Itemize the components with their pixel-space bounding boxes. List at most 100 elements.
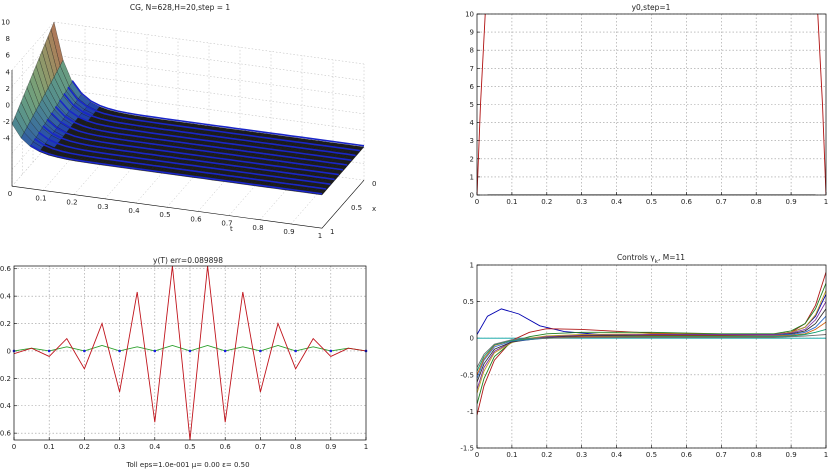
x-tick-label: 0.3 [114, 443, 125, 451]
series-line-1 [14, 266, 366, 440]
x-tick-label: 0.4 [149, 443, 161, 451]
y-tick-label: 5 [470, 101, 474, 109]
y-tick-label: 0.4 [0, 293, 12, 301]
x-tick-label: 0.6 [220, 443, 232, 451]
y0-title: y0,step=1 [632, 3, 671, 12]
x-tick-label: 0.5 [646, 198, 657, 206]
x-tick-label: 0.5 [646, 451, 657, 459]
x-tick-label: 0.4 [128, 207, 140, 215]
x-tick-label: 0.9 [786, 451, 797, 459]
surface-ylabel: x [372, 205, 376, 213]
surface-plot-area: -4-2024681000.10.20.30.40.50.60.70.80.91… [1, 19, 376, 241]
controls-title: Controls γk, M=11 [617, 253, 685, 265]
x-tick-label: 0 [8, 190, 12, 198]
x-tick-label: 1 [364, 443, 368, 451]
panel-surface3d: CG, N=628,H=20,step = 1 -4-2024681000.10… [1, 3, 376, 240]
y-tick-label: 0 [372, 180, 376, 188]
data-point-marker [259, 349, 262, 353]
yT-caption: Toll eps=1.0e-001 μ= 0.00 ε= 0.50 [125, 461, 249, 469]
x-tick-label: 0 [475, 451, 479, 459]
x-tick-label: 0.8 [751, 451, 762, 459]
yT-title: y(T) err=0.089898 [153, 256, 223, 265]
x-tick-label: 0.9 [325, 443, 336, 451]
y-tick-label: -1.5 [460, 445, 474, 453]
y-tick-label: 1 [470, 173, 474, 181]
x-tick-label: 0.5 [159, 211, 170, 219]
x-tick-label: 0.5 [184, 443, 195, 451]
plot-frame [13, 265, 367, 441]
x-tick-label: 0.6 [681, 451, 693, 459]
x-tick-label: 0.6 [681, 198, 693, 206]
series-line-6 [477, 308, 826, 383]
plot-frame [476, 13, 827, 196]
x-tick-label: 0.3 [576, 451, 587, 459]
y-tick-label: 0 [7, 347, 11, 355]
surface-ridge-line [29, 144, 323, 195]
surface-ridge-line [33, 138, 327, 190]
surface-ridge-line [54, 105, 348, 166]
y-tick-label: 8 [470, 47, 474, 55]
x-tick-label: 0.4 [611, 451, 623, 459]
surface-ridge-line [38, 131, 331, 185]
y-tick-label: 0 [470, 335, 474, 343]
y-tick-label: 6 [470, 83, 475, 91]
series-line-10 [477, 334, 826, 368]
y-tick-label: -0.5 [460, 371, 474, 379]
panel-yT: y(T) err=0.089898 0 0.1 0.2 0.3 0.4 0.5 0.6 0.7… [0, 256, 368, 469]
x-tick-label: 0.2 [541, 451, 552, 459]
x-tick-label: 1 [824, 198, 828, 206]
x-tick-label: 1 [318, 232, 322, 240]
x-tick-label: 0.6 [190, 215, 202, 223]
x-tick-label: 0.9 [786, 198, 797, 206]
z-tick-label: 10 [1, 19, 10, 27]
y-tick-label: 1 [330, 228, 334, 236]
x-tick-label: 0.2 [66, 199, 77, 207]
data-point-marker [329, 349, 333, 353]
x-tick-label: 0.7 [716, 451, 727, 459]
surface-ridge-line [63, 93, 356, 157]
x-tick-label: 0.2 [541, 198, 552, 206]
data-point-marker [188, 349, 192, 353]
x-tick-label: 0.7 [716, 198, 727, 206]
surface-title: CG, N=628,H=20,step = 1 [130, 3, 231, 12]
surface-ridge-line [50, 112, 344, 171]
x-tick-label: 0.1 [506, 451, 517, 459]
x-tick-label: 0.4 [611, 198, 623, 206]
y-tick-label: 10 [465, 11, 474, 19]
data-point-marker [153, 349, 157, 353]
x-tick-label: 0.1 [506, 198, 517, 206]
y-tick-label: 1 [470, 262, 474, 270]
surface-ridge-line [71, 80, 365, 147]
x-tick-label: 0.2 [79, 443, 90, 451]
surface-xlabel: t [230, 225, 233, 233]
x-tick-label: 1 [824, 451, 828, 459]
y-tick-label: 0 [470, 192, 474, 200]
data-point-marker [47, 349, 51, 353]
y-tick-label: 0.6 [0, 265, 12, 273]
box-edge [11, 180, 365, 229]
x-tick-label: 0.3 [97, 203, 108, 211]
x-tick-label: 0.9 [283, 228, 294, 236]
surface-ridge-line [59, 99, 352, 161]
z-tick-label: -2 [3, 118, 10, 126]
z-tick-label: 0 [6, 102, 10, 110]
y-tick-label: -0.6 [0, 430, 12, 438]
wall-grid-line [11, 21, 55, 71]
y-tick-label: 2 [470, 155, 474, 163]
x-tick-label: 0.7 [221, 220, 232, 228]
controls-plot-area: 0 0.1 0.2 0.3 0.4 0.5 0.6 0.7 0.8 0.9 1 -1.5 -1 -0.5 0… [460, 262, 828, 460]
y-tick-label: 4 [470, 119, 475, 127]
y0-plot-area: 0 0.1 0.2 0.3 0.4 0.5 0.6 0.7 0.8 0.9 101234567891… [465, 11, 828, 207]
z-tick-label: 4 [6, 68, 11, 76]
x-tick-label: 0.8 [290, 443, 301, 451]
y-tick-label: 0.2 [0, 320, 11, 328]
y-tick-label: 7 [470, 65, 474, 73]
z-tick-label: -4 [3, 135, 11, 143]
wall-grid-line [53, 54, 365, 98]
data-point-marker [118, 349, 121, 353]
data-point-marker [294, 349, 297, 353]
y-tick-label: 0.5 [351, 204, 362, 212]
yT-plot-area: 0 0.1 0.2 0.3 0.4 0.5 0.6 0.7 0.8 0.9 1 -0.6 -0.4 -0.… [0, 265, 368, 451]
y-tick-label: -1 [467, 408, 474, 416]
